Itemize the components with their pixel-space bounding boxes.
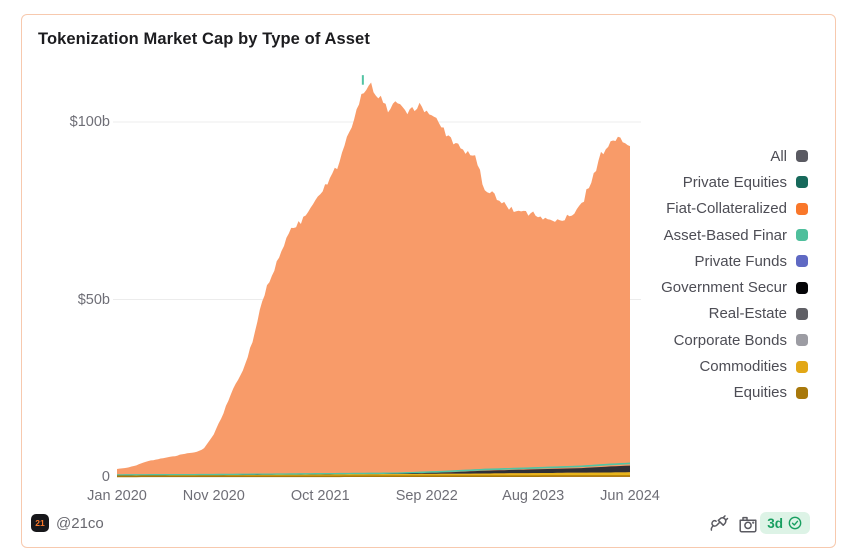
legend-label: Government Secur bbox=[661, 279, 787, 297]
y-tick-label: $50b bbox=[77, 291, 110, 308]
legend-swatch bbox=[796, 386, 808, 399]
legend-swatch bbox=[796, 229, 808, 242]
legend-swatch bbox=[796, 255, 808, 268]
commodities-band[interactable] bbox=[117, 472, 630, 476]
brand-handle: @21co bbox=[56, 515, 104, 532]
legend-label: Equities bbox=[733, 384, 787, 402]
government-securities-band[interactable] bbox=[117, 465, 630, 476]
x-tick-label: Jun 2024 bbox=[600, 488, 660, 504]
badge-age-text: 3d bbox=[767, 515, 783, 531]
legend-item-private-equities[interactable]: Private Equities bbox=[661, 169, 808, 195]
freshness-badge[interactable]: 3d bbox=[760, 512, 810, 534]
legend-label: Commodities bbox=[699, 358, 787, 376]
brand-logo-text: 21 bbox=[35, 518, 45, 528]
fiat-collateralized-area[interactable] bbox=[117, 82, 630, 478]
legend-label: Asset-Based Finar bbox=[663, 226, 787, 244]
verified-seal-icon bbox=[787, 515, 803, 531]
x-tick-label: Nov 2020 bbox=[182, 488, 245, 504]
legend-swatch bbox=[796, 150, 808, 163]
legend-item-fiat-collateralized[interactable]: Fiat-Collateralized bbox=[661, 196, 808, 222]
legend-swatch bbox=[796, 176, 808, 189]
x-tick-label: Sep 2022 bbox=[395, 488, 458, 504]
legend-item-government-secur[interactable]: Government Secur bbox=[661, 274, 808, 300]
legend-label: Real-Estate bbox=[708, 305, 787, 323]
legend-item-commodities[interactable]: Commodities bbox=[661, 353, 808, 379]
legend-label: All bbox=[770, 147, 787, 165]
legend-swatch bbox=[796, 281, 808, 294]
legend-label: Private Equities bbox=[682, 173, 787, 191]
legend-swatch bbox=[796, 307, 808, 320]
camera-icon[interactable] bbox=[738, 514, 758, 534]
legend-label: Corporate Bonds bbox=[673, 331, 787, 349]
legend-swatch bbox=[796, 360, 808, 373]
legend-item-asset-based-finar[interactable]: Asset-Based Finar bbox=[661, 222, 808, 248]
legend-item-all[interactable]: All bbox=[661, 143, 808, 169]
x-tick-label: Oct 2021 bbox=[290, 488, 350, 504]
legend-item-equities[interactable]: Equities bbox=[661, 380, 808, 406]
legend-item-real-estate[interactable]: Real-Estate bbox=[661, 301, 808, 327]
legend-item-private-funds[interactable]: Private Funds bbox=[661, 248, 808, 274]
legend-swatch bbox=[796, 202, 808, 215]
plug-icon[interactable] bbox=[709, 513, 729, 533]
legend: All Private Equities Fiat-Collateralized As… bbox=[661, 143, 808, 406]
brand-logo: 21 bbox=[31, 514, 49, 532]
x-tick-label: Aug 2023 bbox=[502, 488, 565, 504]
y-tick-label: $100b bbox=[69, 114, 110, 130]
legend-swatch bbox=[796, 334, 808, 347]
legend-item-corporate-bonds[interactable]: Corporate Bonds bbox=[661, 327, 808, 353]
x-tick-label: Jan 2020 bbox=[87, 488, 147, 504]
legend-label: Private Funds bbox=[694, 252, 787, 270]
asset-based-finance-line[interactable] bbox=[117, 462, 631, 476]
chart-title: Tokenization Market Cap by Type of Asset bbox=[38, 30, 370, 48]
y-tick-label: 0 bbox=[101, 469, 110, 485]
legend-label: Fiat-Collateralized bbox=[666, 200, 787, 218]
